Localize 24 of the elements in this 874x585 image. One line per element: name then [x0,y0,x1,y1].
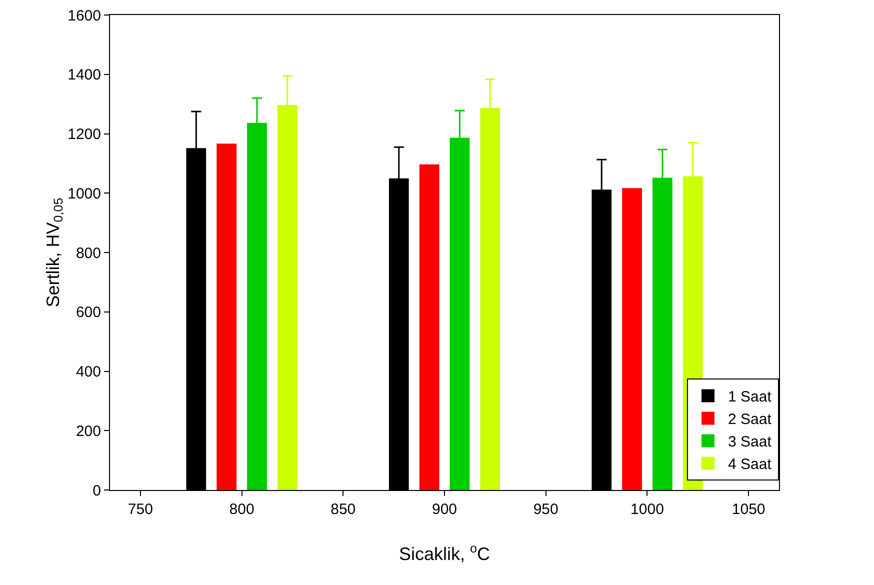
x-tick-label: 1050 [732,501,766,518]
x-tick-label: 800 [229,501,254,518]
x-tick-label: 1000 [630,501,664,518]
y-tick-label: 400 [76,364,101,380]
y-tick-label: 200 [76,422,101,440]
y-tick-label: 1400 [68,66,101,84]
legend-label: 3 Saat [728,434,772,451]
legend-label: 2 Saat [728,411,772,428]
legend-label: 1 Saat [728,388,772,406]
bar [216,144,236,490]
y-tick-label: 1200 [68,126,101,143]
y-tick-label: 600 [76,304,101,322]
x-tick-label: 950 [533,501,558,518]
y-tick-label: 1000 [68,185,101,202]
x-tick-label: 750 [128,501,153,518]
x-axis-title: Sicaklik, $^{o}$C [398,542,490,564]
legend-label: 4 Saat [728,456,772,474]
y-tick-label: 1600 [68,7,101,24]
bar [419,164,440,490]
y-tick-label: 0 [92,482,101,500]
bar [622,188,642,490]
x-tick-label: 900 [432,501,458,518]
x-tick-label: 850 [330,501,356,518]
y-tick-label: 800 [76,244,101,262]
